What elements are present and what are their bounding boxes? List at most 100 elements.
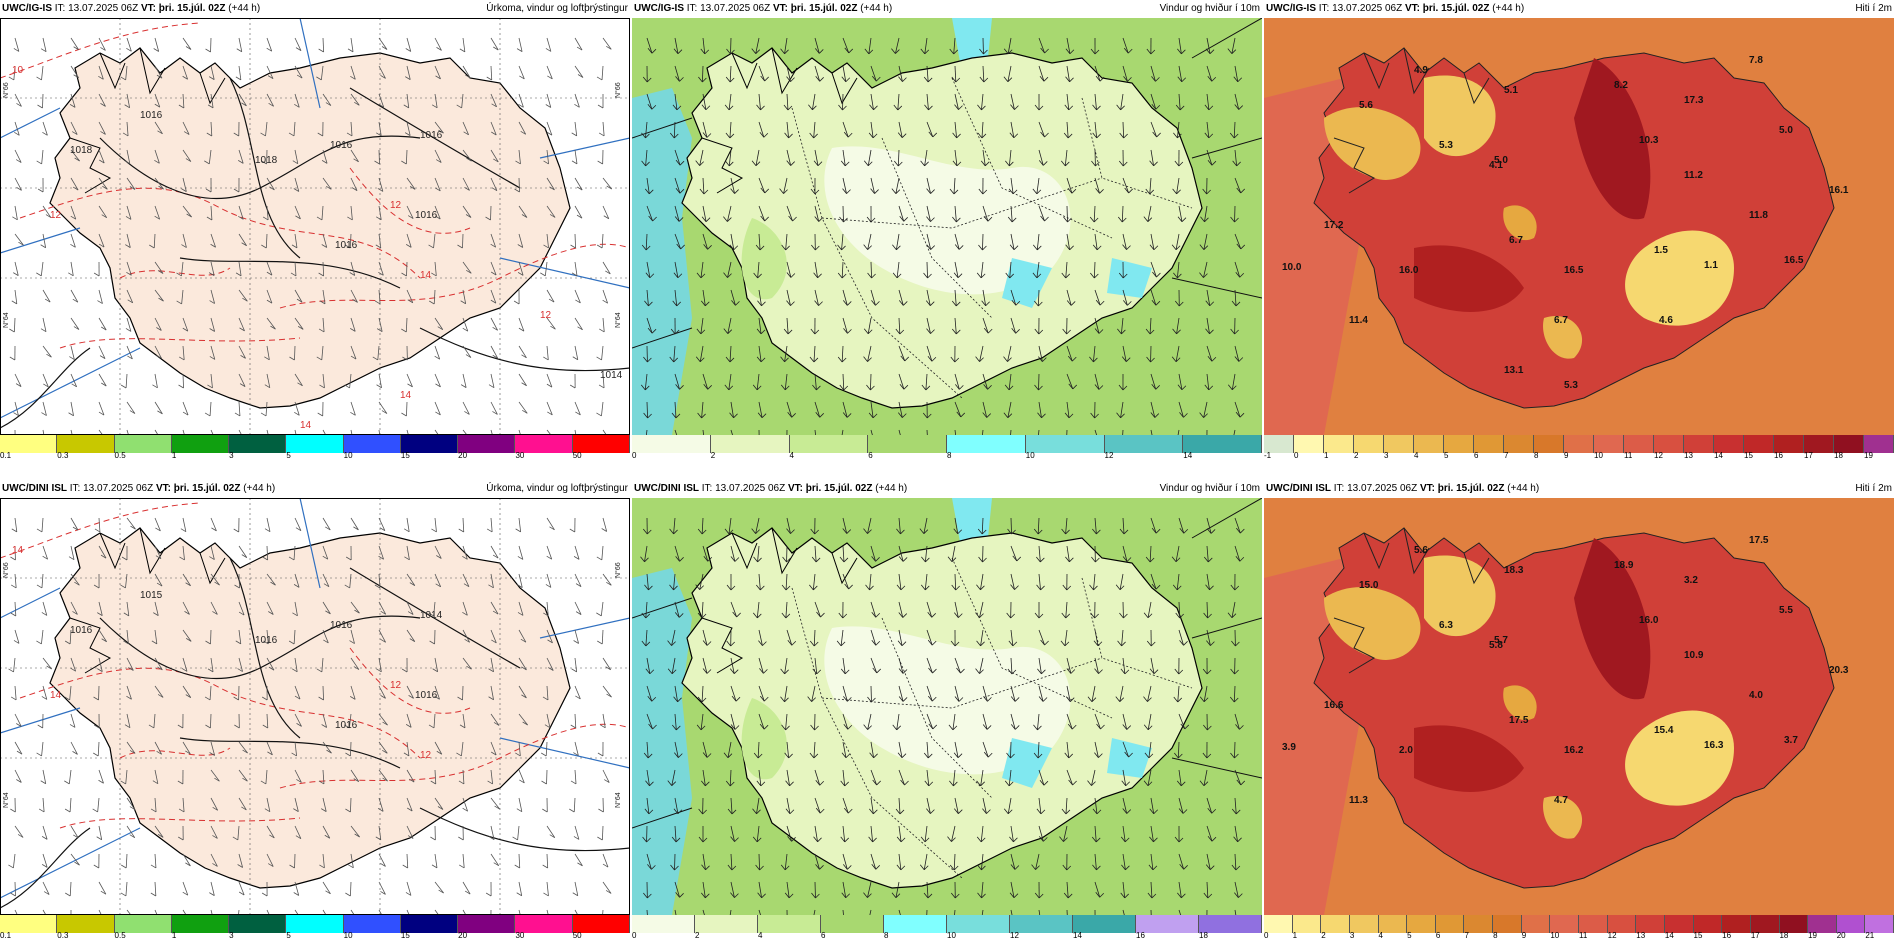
isotherm-lines [0, 22, 630, 349]
color-scale-tick: 3 [1349, 931, 1355, 940]
color-scale-swatch [286, 915, 344, 933]
color-scale-ticks: 0.1 0.3 0.5 1 3 5 10 15 20 30 50 [0, 931, 630, 943]
color-scale-tick: 0.5 [114, 931, 126, 940]
temperature-value: 4.6 [1659, 315, 1673, 326]
color-scale-swatch [1444, 435, 1474, 453]
color-scale-tick: 6 [821, 931, 826, 940]
map-canvas: 1016101810181016101610161016101410121214… [0, 18, 630, 435]
panel-header-left: UWC/IG-IS IT: 13.07.2025 06Z VT: þri. 15… [2, 0, 260, 18]
temperature-value: 5.6 [1359, 100, 1373, 111]
isotherm-label: 14 [400, 390, 412, 401]
map-area: 1015 1016 1016 1016 1014 1016 1016 14 14 12 12 N°66… [0, 498, 630, 915]
map-panel-precip: UWC/DINI ISL IT: 13.07.2025 06Z VT: þri.… [0, 480, 630, 940]
panel-header: UWC/IG-IS IT: 13.07.2025 06Z VT: þri. 15… [1264, 0, 1894, 18]
color-scale-tick: 0 [632, 931, 637, 940]
isobar-label: 1016 [415, 210, 438, 221]
wind-barbs [8, 37, 613, 435]
color-scale-swatch [515, 915, 573, 933]
color-scale-tick: 15 [400, 931, 410, 940]
color-scale-swatch [868, 435, 947, 453]
panel-title: Vindur og hviður í 10m [1159, 483, 1260, 494]
isobar-lines [0, 77, 630, 429]
wind-barbs [8, 517, 612, 915]
panel-header: UWC/DINI ISL IT: 13.07.2025 06Z VT: þri.… [632, 480, 1262, 498]
color-scale-swatch [1636, 915, 1665, 933]
color-scale-tick: 16 [1774, 451, 1783, 460]
temperature-value: 1.5 [1654, 245, 1668, 256]
color-scale-tick: 9 [1521, 931, 1527, 940]
color-scale-swatch [1349, 915, 1379, 933]
isotherm-label: 14 [50, 690, 62, 701]
panel-header: UWC/IG-IS IT: 13.07.2025 06Z VT: þri. 15… [632, 0, 1262, 18]
color-scale-swatch [1354, 435, 1384, 453]
color-scale-tick: 0.3 [57, 451, 69, 460]
color-scale-tick: 2 [1321, 931, 1326, 940]
color-scale-tick: 10 [343, 451, 353, 460]
color-scale-tick: 0 [1294, 451, 1299, 460]
color-scale-swatch [1378, 915, 1408, 933]
isobar-label: 1014 [600, 370, 623, 381]
color-scale-tick: 8 [947, 451, 952, 460]
color-scale-tick: 5 [1407, 931, 1412, 940]
color-scale-tick: 12 [1654, 451, 1663, 460]
panel-header-left: UWC/IG-IS IT: 13.07.2025 06Z VT: þri. 15… [1266, 0, 1524, 18]
color-scale-tick: 14 [1714, 451, 1723, 460]
color-scale-tick: 10 [947, 931, 956, 940]
map-area [632, 498, 1262, 915]
color-scale-swatch [695, 915, 758, 933]
isotherm-label: 14 [300, 420, 312, 431]
color-scale-ticks: 0 2 4 6 8 10 12 14 [632, 451, 1262, 463]
init-time: IT: 13.07.2025 06Z [69, 483, 154, 494]
model-name: UWC/IG-IS [2, 3, 52, 14]
color-scale-ticks: 0.1 0.3 0.5 1 3 5 10 15 20 30 50 [0, 451, 630, 463]
map-canvas [632, 18, 1262, 435]
color-scale-swatch [1750, 915, 1780, 933]
color-scale-tick: 14 [1664, 931, 1674, 940]
color-scale-swatch [1264, 435, 1294, 453]
color-scale-tick: 4 [789, 451, 794, 460]
color-scale-swatch [1564, 435, 1594, 453]
color-scale-swatch [1104, 435, 1184, 453]
color-scale-tick: 6 [1474, 451, 1479, 460]
color-scale-tick: 15 [400, 451, 410, 460]
color-scale-tick: 18 [1834, 451, 1843, 460]
panel-title: Vindur og hviður í 10m [1159, 3, 1260, 14]
latitude-label: N°66 [2, 82, 10, 98]
panel-header-left: UWC/IG-IS IT: 13.07.2025 06Z VT: þri. 15… [634, 0, 892, 18]
color-scale-swatch [1183, 435, 1262, 453]
color-scale-swatch [1779, 915, 1809, 933]
color-scale-bar [1264, 435, 1894, 453]
map-panel-temp: UWC/DINI ISL IT: 13.07.2025 06Z VT: þri.… [1264, 480, 1895, 940]
temperature-value: 5.3 [1439, 140, 1453, 151]
map-canvas: 4.97.85.65.1 8.217.35.3 10.35.05.04.111.21… [1264, 18, 1894, 435]
color-scale-tick: 2 [1354, 451, 1359, 460]
isobar-label: 1016 [335, 720, 358, 731]
color-scale-tick: 14 [1073, 931, 1082, 940]
color-scale-swatch [632, 915, 695, 933]
valid-time: VT: þri. 15.júl. 02Z [1419, 483, 1505, 494]
temperature-value: 2.0 [1399, 745, 1413, 756]
map-canvas: 1015 1016 1016 1016 1014 1016 1016 14 14 12 12 N°66… [0, 498, 630, 915]
temperature-value: 10.9 [1684, 650, 1704, 661]
color-scale-swatch [1504, 435, 1534, 453]
panel-header-left: UWC/DINI ISL IT: 13.07.2025 06Z VT: þri.… [2, 480, 275, 498]
temperature-value: 3.9 [1282, 742, 1296, 753]
init-time: IT: 13.07.2025 06Z [686, 3, 771, 14]
panel-header: UWC/IG-IS IT: 13.07.2025 06Z VT: þri. 15… [0, 0, 630, 18]
temperature-value: 18.3 [1504, 565, 1524, 576]
color-scale-tick: 0.1 [0, 931, 12, 940]
color-scale-swatch [229, 915, 287, 933]
color-scale-tick: 12 [1010, 931, 1019, 940]
isobar-label: 1015 [140, 590, 163, 601]
color-scale-tick: 1 [171, 451, 177, 460]
color-scale-tick: 13 [1636, 931, 1646, 940]
color-scale-swatch [1550, 915, 1580, 933]
latitude-label: N°66 [2, 562, 10, 578]
color-scale-swatch [1384, 435, 1414, 453]
valid-time: VT: þri. 15.júl. 02Z [140, 3, 226, 14]
isobar-label: 1016 [335, 240, 358, 251]
isobar-label: 1016 [140, 110, 163, 121]
color-scale-swatch [57, 915, 115, 933]
temperature-value: 11.3 [1349, 795, 1368, 806]
color-scale-bar [632, 915, 1262, 933]
